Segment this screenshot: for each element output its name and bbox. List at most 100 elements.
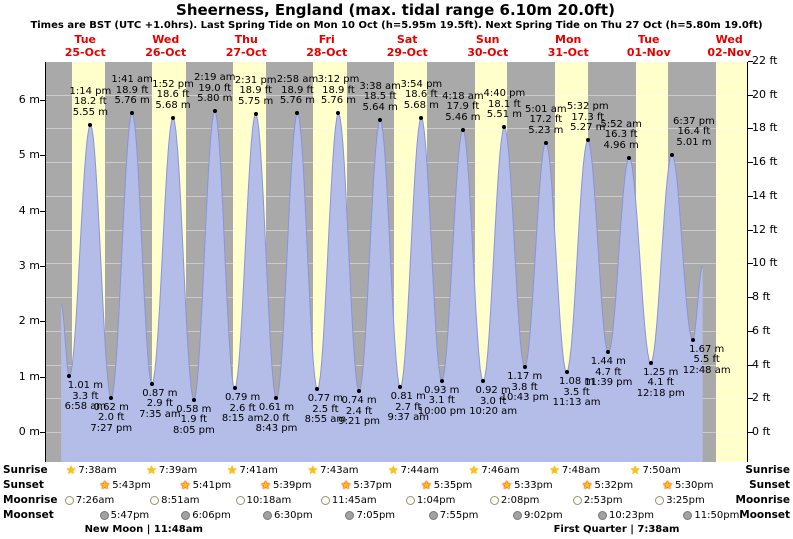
- moonrise-moon-icon: [572, 496, 582, 505]
- moonset-moon-icon: [345, 511, 355, 520]
- tide-label-line: 12:48 am: [682, 364, 731, 376]
- tide-label-line: 2:58 am: [276, 74, 319, 86]
- tide-low-label: 1.67 m 5.5 ft 12:48 am: [682, 343, 731, 377]
- day-header: Wed 26-Oct: [145, 33, 186, 59]
- moonrise-entry: 3:25pm: [655, 494, 705, 507]
- tide-label-line: 17.2 ft: [529, 114, 563, 126]
- tide-extreme-dot: [606, 350, 611, 355]
- gridline: [46, 162, 747, 164]
- tide-extreme-dot: [481, 379, 486, 384]
- day-header: Thu 27-Oct: [226, 33, 267, 59]
- axis-tick: [40, 432, 45, 433]
- sunrise-sun-icon: ★: [387, 463, 399, 477]
- tide-label-line: 2:31 pm: [234, 74, 277, 86]
- day-name: Wed: [715, 33, 743, 46]
- tide-label-line: 10:20 am: [469, 406, 518, 418]
- tide-low-label: 0.87 m 2.9 ft 7:35 am: [139, 388, 181, 421]
- tide-label-line: 0.93 m: [424, 384, 460, 396]
- sunset-time: 5:30pm: [674, 480, 714, 491]
- tide-label-line: 18.5 ft: [363, 91, 397, 103]
- moonset-time: 10:23pm: [609, 510, 654, 521]
- moonrise-moon-icon: [405, 496, 415, 505]
- sunset-sun-icon: ★: [662, 478, 673, 492]
- tide-label-line: 5.64 m: [362, 101, 398, 113]
- tide-label-line: 8:15 am: [221, 413, 264, 425]
- tide-label-line: 5.68 m: [155, 99, 191, 111]
- gridline: [46, 330, 747, 332]
- tide-label-line: 4:18 am: [442, 90, 484, 102]
- tide-extreme-dot: [502, 125, 507, 130]
- moonrise-moon-icon: [64, 496, 74, 505]
- tide-label-line: 3.3 ft: [72, 390, 99, 402]
- tide-label-line: 0.77 m: [307, 393, 343, 405]
- moonrise-moon-icon: [150, 496, 160, 505]
- chart-subtitle: Times are BST (UTC +1.0hrs). Last Spring…: [30, 20, 763, 31]
- tide-label-line: 0.79 m: [225, 392, 261, 404]
- y-axis-label-ft: 6 ft: [752, 323, 771, 337]
- sunrise-row-label-right: Sunrise: [745, 464, 790, 476]
- tide-high-label: 4:40 pm 18.1 ft 5.51 m: [484, 89, 526, 121]
- sunset-time: 5:41pm: [192, 480, 232, 491]
- tide-label-line: 1.08 m: [559, 376, 595, 388]
- day-date: 27-Oct: [225, 46, 267, 59]
- moonrise-time: 8:51am: [161, 495, 200, 506]
- day-name: Fri: [318, 33, 335, 46]
- sunset-sun-icon: ★: [260, 478, 271, 492]
- tide-label-line: 16.4 ft: [677, 126, 711, 138]
- y-axis-label-m: 6 m: [18, 93, 40, 106]
- tide-high-label: 2:31 pm 18.9 ft 5.75 m: [234, 74, 277, 108]
- tide-label-line: 2.5 ft: [312, 403, 339, 415]
- tide-label-line: 3.1 ft: [428, 395, 455, 407]
- tide-extreme-dot: [439, 378, 444, 383]
- sunrise-entry: ★ 7:50am: [630, 464, 681, 477]
- tide-label-line: 4.96 m: [603, 139, 639, 151]
- tide-label-line: 5.01 m: [676, 136, 712, 148]
- sunset-time: 5:39pm: [272, 480, 312, 491]
- tide-label-line: 18.1 ft: [488, 98, 521, 110]
- tide-extreme-dot: [171, 115, 176, 120]
- axis-tick: [748, 432, 753, 433]
- moonrise-row-label-right: Moonrise: [735, 494, 791, 506]
- tide-extreme-dot: [522, 365, 527, 370]
- tide-label-line: 1.44 m: [590, 356, 626, 368]
- y-axis-label-m: 0 m: [18, 425, 40, 438]
- tide-label-line: 9:37 am: [387, 412, 430, 424]
- tide-label-line: 1.67 m: [689, 343, 725, 355]
- tide-label-line: 16.3 ft: [604, 129, 638, 141]
- tide-label-line: 1.9 ft: [180, 414, 208, 426]
- tide-label-line: 4.7 ft: [595, 366, 622, 378]
- sunset-time: 5:32pm: [594, 480, 634, 491]
- axis-tick: [748, 195, 753, 197]
- y-axis-label-ft: 14 ft: [752, 188, 778, 202]
- tide-extreme-dot: [585, 138, 590, 143]
- sunrise-time: 7:38am: [78, 465, 117, 476]
- tide-label-line: 6:58 am: [64, 401, 107, 413]
- moonrise-row-label-left: Moonrise: [3, 494, 58, 506]
- moonrise-entry: 10:18am: [235, 494, 291, 507]
- tide-label-line: 0.92 m: [475, 385, 511, 397]
- moonrise-time: 2:08pm: [500, 495, 540, 506]
- tide-label-line: 0.62 m: [93, 401, 129, 413]
- day-header: Mon 31-Oct: [548, 33, 589, 59]
- moonset-moon-icon: [513, 511, 523, 520]
- tide-label-line: 3.8 ft: [511, 381, 538, 393]
- moonset-time: 5:47pm: [110, 510, 150, 521]
- moonrise-entry: 1:04pm: [405, 494, 455, 507]
- day-name: Tue: [74, 33, 97, 46]
- tide-low-label: 1.08 m 3.5 ft 11:13 am: [553, 377, 601, 409]
- axis-tick: [748, 263, 753, 265]
- axis-tick: [748, 162, 753, 164]
- moonset-moon-icon: [598, 511, 608, 520]
- tide-label-line: 11:13 am: [552, 397, 601, 409]
- tide-low-label: 0.92 m 3.0 ft 10:20 am: [469, 386, 517, 418]
- tide-label-line: 5.76 m: [114, 95, 150, 107]
- y-axis-label-m: 4 m: [18, 203, 40, 217]
- tide-label-line: 17.9 ft: [446, 101, 480, 113]
- sunset-sun-icon: ★: [340, 478, 352, 492]
- sunrise-entry: ★ 7:41am: [227, 464, 278, 477]
- tide-high-label: 2:19 am 19.0 ft 5.80 m: [194, 73, 236, 105]
- moonset-row-label-right: Moonset: [739, 509, 790, 521]
- tide-low-label: 1.17 m 3.8 ft 10:43 pm: [501, 372, 549, 404]
- y-axis-label-ft: 16 ft: [752, 155, 778, 169]
